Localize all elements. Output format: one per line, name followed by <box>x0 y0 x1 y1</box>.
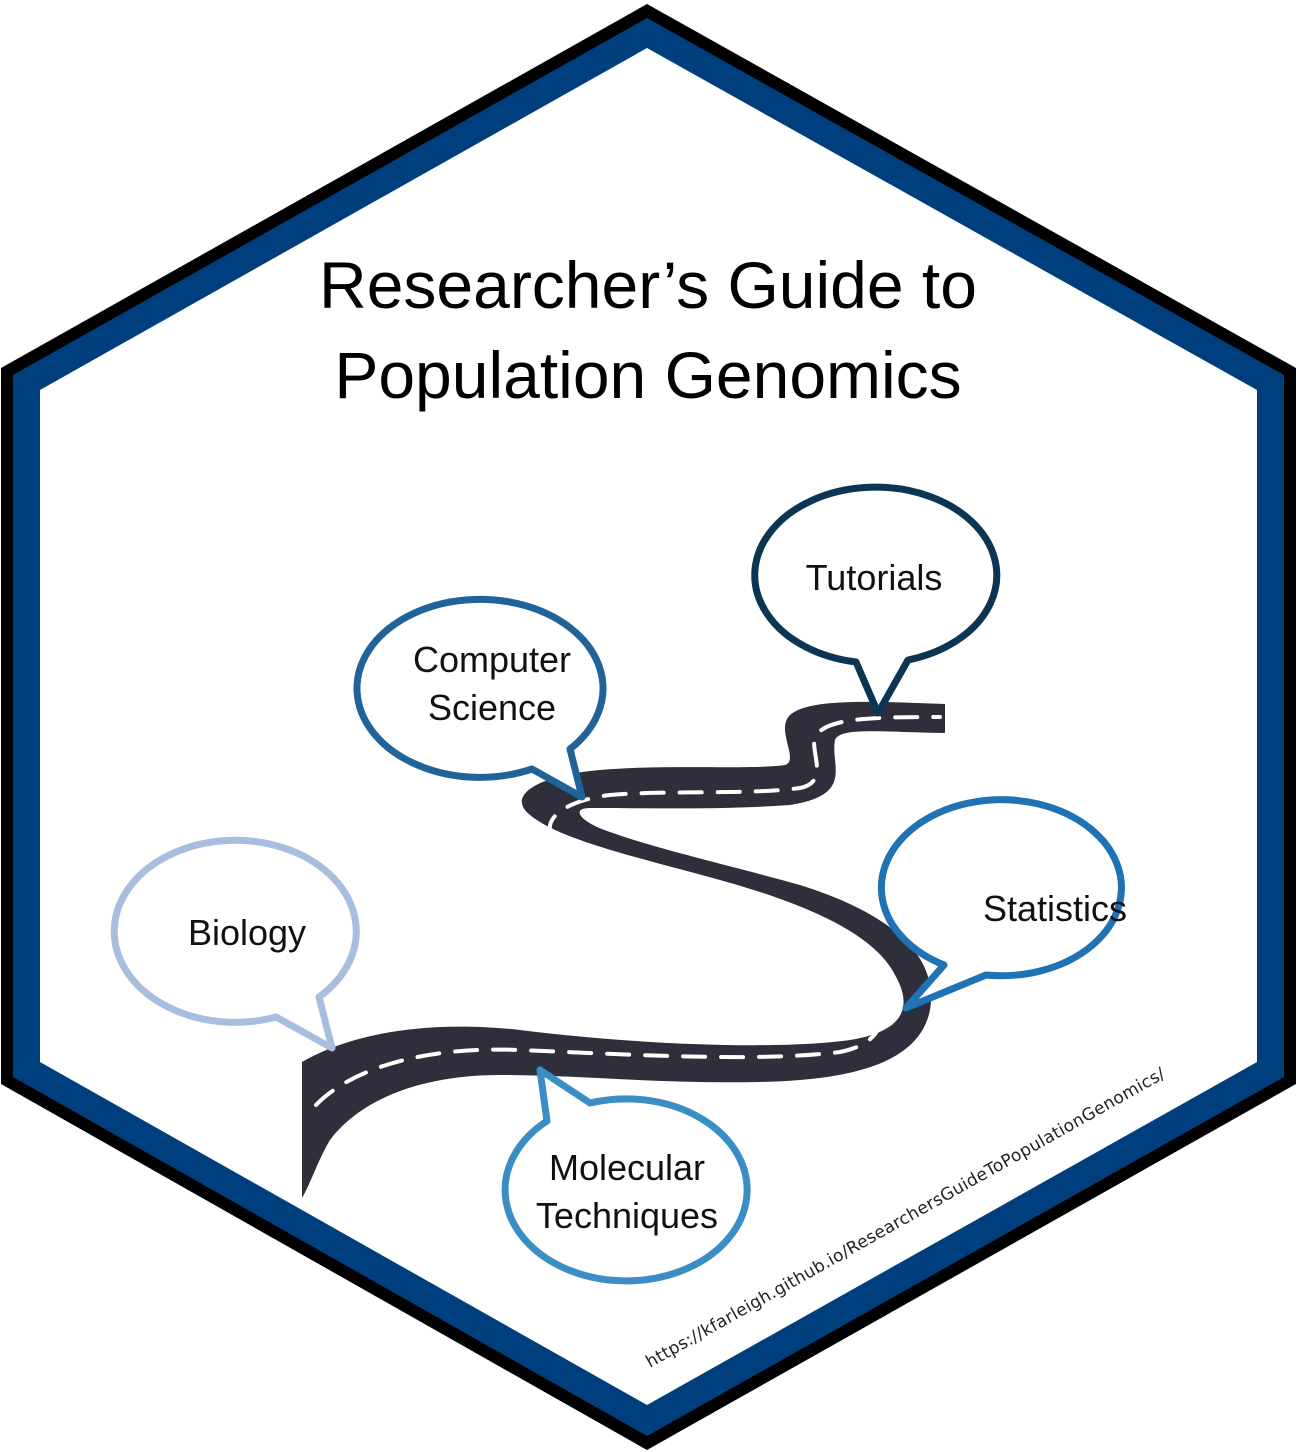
bubble-tutorials-label: Tutorials <box>806 557 943 598</box>
bubble-tutorials-shape <box>751 483 1001 717</box>
bubble-computer-science-line-2: Science <box>428 687 556 728</box>
bubble-computer-science-shape <box>353 595 607 801</box>
bubble-molecular-techniques-line-2: Techniques <box>536 1195 718 1236</box>
bubble-biology-shape <box>110 836 360 1052</box>
bubble-molecular-techniques-line-1: Molecular <box>549 1147 705 1188</box>
bubble-computer-science-line-1: Computer <box>413 639 571 680</box>
bubble-statistics: Statistics <box>877 796 1127 1012</box>
bubble-molecular-techniques: Molecular Techniques <box>501 1066 751 1285</box>
bubble-statistics-shape <box>877 796 1125 1012</box>
bubble-tutorials: Tutorials <box>751 483 1001 717</box>
road-body <box>302 701 945 1198</box>
bubble-biology: Biology <box>110 836 360 1052</box>
bubble-statistics-label: Statistics <box>983 888 1127 929</box>
winding-road <box>302 701 945 1198</box>
bubble-molecular-techniques-shape <box>501 1066 751 1285</box>
bubble-biology-label: Biology <box>188 912 306 953</box>
road-center-dashes <box>314 715 942 1107</box>
title-line-1: Researcher’s Guide to <box>319 248 977 322</box>
title-line-2: Population Genomics <box>334 338 961 412</box>
bubble-computer-science: Computer Science <box>353 595 607 801</box>
